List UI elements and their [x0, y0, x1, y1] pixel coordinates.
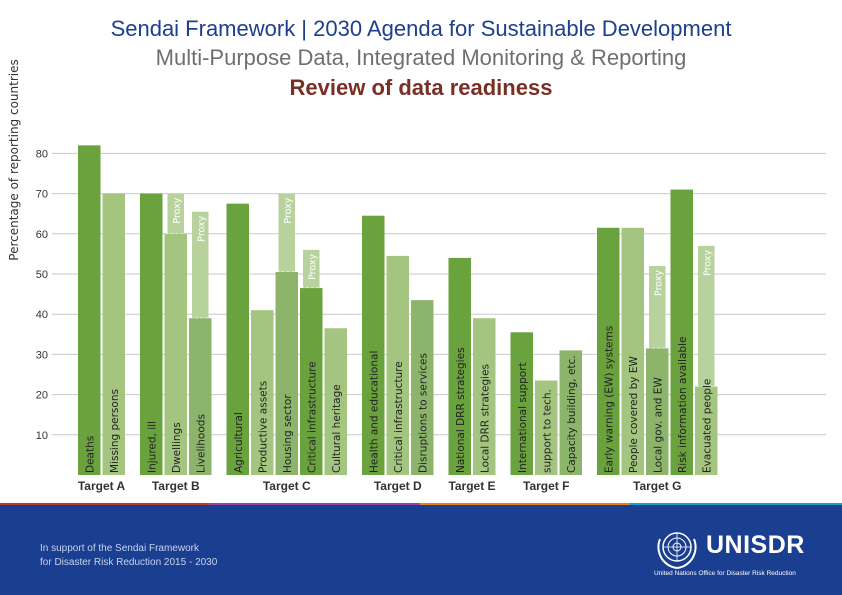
bar — [78, 145, 101, 476]
group-label: Target D — [374, 479, 422, 493]
bar — [670, 189, 693, 475]
group-label: Target E — [448, 479, 495, 493]
proxy-bar — [192, 211, 209, 319]
bar-label: Productive assets — [257, 381, 269, 473]
title-block: Sendai Framework | 2030 Agenda for Susta… — [0, 14, 842, 104]
proxy-bar — [698, 245, 715, 387]
y-tick-label: 10 — [36, 430, 48, 442]
bar-label: Health and educational — [368, 351, 380, 473]
proxy-label: Proxy — [307, 254, 318, 280]
bar — [411, 300, 434, 475]
y-tick-label: 50 — [36, 269, 48, 281]
y-tick-label: 20 — [36, 390, 48, 402]
logo-wordmark: UNISDR — [706, 531, 805, 559]
bar — [140, 193, 163, 475]
bar — [251, 310, 274, 475]
bar-label: Critical infrastructure — [306, 361, 318, 473]
bar-label: Local gov. and EW — [652, 377, 664, 473]
bar-label: Disruptions to services — [417, 353, 429, 473]
bar — [362, 215, 385, 475]
bar-label: Livelihoods — [195, 414, 207, 473]
proxy-label: Proxy — [283, 197, 294, 223]
bar — [300, 288, 323, 475]
footer-line-1: In support of the Sendai Framework — [40, 543, 199, 554]
y-axis-label: Percentage of reporting countries — [7, 59, 21, 260]
footer-line-2: for Disaster Risk Reduction 2015 - 2030 — [40, 557, 218, 568]
y-tick-label: 80 — [36, 148, 48, 160]
bar — [386, 255, 409, 475]
proxy-label: Proxy — [172, 197, 183, 223]
proxy-label: Proxy — [653, 270, 664, 296]
footer-bar — [0, 505, 842, 595]
bar — [559, 350, 582, 475]
bar — [695, 386, 718, 475]
page-heading: Review of data readiness — [289, 75, 553, 100]
bar-label: Deaths — [84, 436, 96, 473]
group-label: Target G — [633, 479, 681, 493]
bar-label: People covered by EW — [628, 356, 640, 473]
proxy-label: Proxy — [702, 249, 713, 275]
bar-label: National DRR strategies — [455, 347, 467, 473]
bar-label: Injured, ill — [146, 421, 158, 473]
footer-note: In support of the Sendai Framework for D… — [40, 542, 217, 570]
bar-label: Critical infrastructure — [393, 361, 405, 473]
bar-label: Capacity building, etc. — [566, 355, 578, 473]
bar-label: Agricultural — [233, 412, 245, 473]
bar-label: International support — [517, 362, 529, 473]
bar — [275, 271, 298, 475]
y-tick-label: 30 — [36, 349, 48, 361]
group-label: Target F — [523, 479, 569, 493]
bar-label: Early warning (EW) systems — [603, 326, 615, 473]
bar — [324, 328, 347, 475]
bar-label: Dwellings — [171, 422, 183, 473]
bar — [164, 233, 187, 475]
group-label: Target C — [263, 479, 311, 493]
proxy-bar — [278, 193, 295, 272]
group-label: Target B — [152, 479, 200, 493]
bar — [621, 227, 644, 475]
y-tick-label: 40 — [36, 309, 48, 321]
bar-label: Cultural heritage — [331, 384, 343, 473]
proxy-label: Proxy — [196, 215, 207, 241]
bar — [535, 380, 558, 475]
bar-label: Housing sector — [282, 394, 294, 473]
group-label: Target A — [78, 479, 126, 493]
bar — [189, 318, 212, 475]
page-subtitle: Multi-Purpose Data, Integrated Monitorin… — [155, 45, 687, 70]
proxy-bar — [303, 249, 320, 289]
proxy-bar — [167, 193, 184, 234]
bar — [646, 348, 669, 475]
bar-label: Risk information available — [677, 337, 689, 473]
bar-label: Evacuated people — [701, 379, 713, 473]
logo-subtitle: United Nations Office for Disaster Risk … — [654, 570, 796, 577]
y-tick-label: 60 — [36, 229, 48, 241]
bar — [102, 193, 125, 475]
bar-label: support to tech. — [541, 389, 553, 473]
bar — [473, 318, 496, 475]
y-tick-label: 70 — [36, 189, 48, 201]
bar-label: Missing persons — [109, 389, 121, 473]
bar — [510, 332, 533, 475]
unisdr-logo: UNISDR United Nations Office for Disaste… — [652, 527, 832, 587]
bar — [448, 257, 471, 475]
un-emblem-icon — [657, 532, 697, 569]
page-title: Sendai Framework | 2030 Agenda for Susta… — [110, 16, 732, 41]
bar-chart: 10 20 30 40 50 60 70 80 Percentage of reporting … — [7, 59, 826, 493]
bar-label: Local DRR strategies — [479, 364, 491, 473]
proxy-bar — [649, 265, 666, 349]
bar — [226, 203, 249, 475]
bar — [597, 227, 620, 475]
